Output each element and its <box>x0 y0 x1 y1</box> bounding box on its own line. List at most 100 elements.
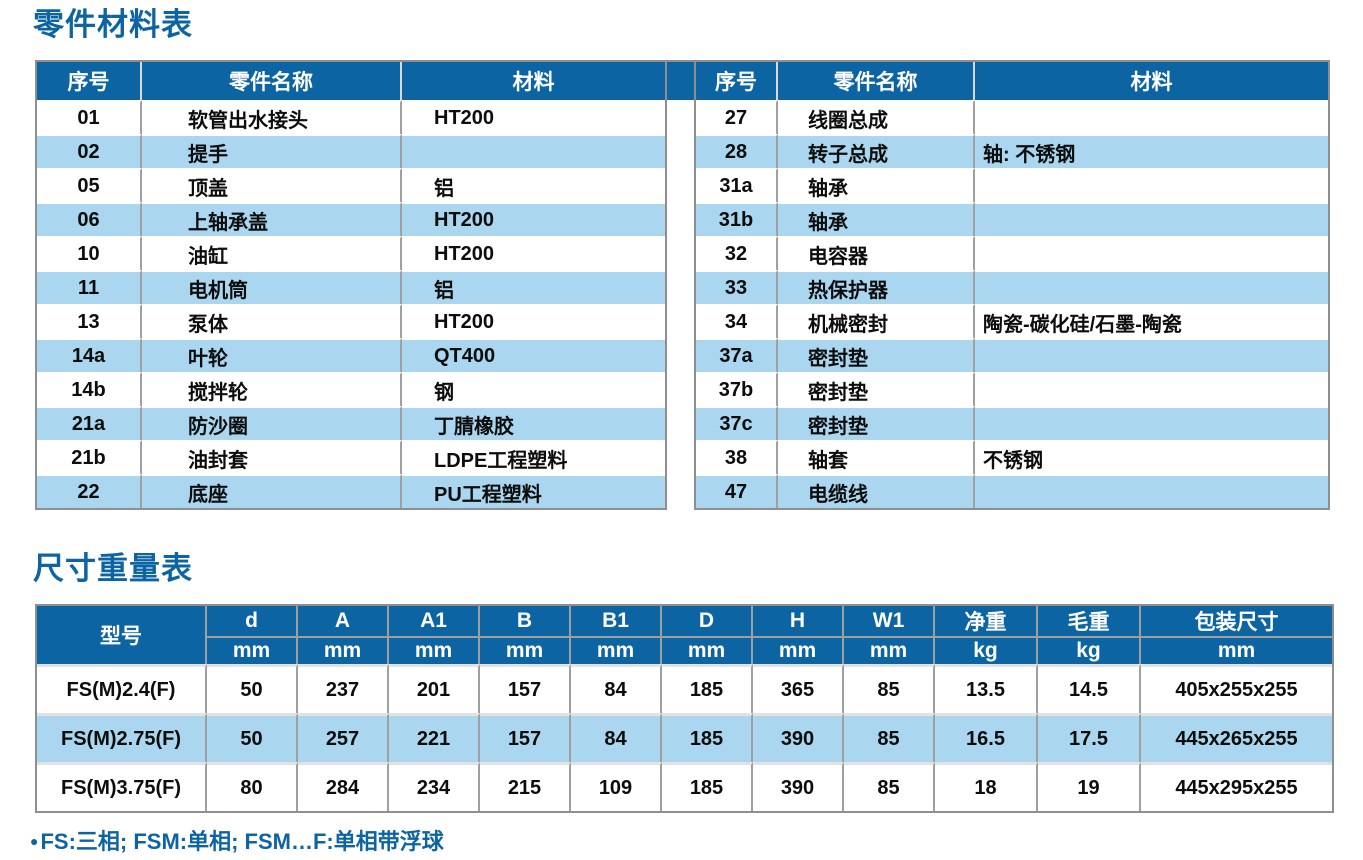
model-cell: FS(M)2.4(F) <box>37 664 207 713</box>
part-no-cell: 10 <box>37 236 142 270</box>
part-material-cell <box>975 474 1328 508</box>
value-cell: 50 <box>207 713 298 762</box>
part-name-cell: 电容器 <box>778 236 975 270</box>
parts-tables: 序号 零件名称 材料 01 软管出水接头 HT200 02 提手 <box>35 60 1330 510</box>
parts-table-right: 序号 零件名称 材料 27 线圈总成 28 转子总成 <box>694 60 1330 510</box>
part-material-cell <box>975 168 1328 202</box>
part-no-cell: 13 <box>37 304 142 338</box>
value-cell: 157 <box>480 664 571 713</box>
value-cell: 13.5 <box>935 664 1038 713</box>
value-cell: 50 <box>207 664 298 713</box>
table-row: 06 上轴承盖 HT200 <box>37 202 665 236</box>
value-cell: 157 <box>480 713 571 762</box>
dim-col-header: d <box>207 606 298 636</box>
value-cell: 17.5 <box>1038 713 1141 762</box>
part-material-cell: QT400 <box>402 338 665 372</box>
value-cell: 19 <box>1038 762 1141 811</box>
value-cell: 85 <box>844 664 935 713</box>
part-no-cell: 37a <box>696 338 778 372</box>
part-name-cell: 电机筒 <box>142 270 402 304</box>
part-name-cell: 泵体 <box>142 304 402 338</box>
part-no-cell: 47 <box>696 474 778 508</box>
dim-unit-header: mm <box>844 636 935 664</box>
value-cell: 185 <box>662 664 753 713</box>
value-cell: 284 <box>298 762 389 811</box>
col-header-material: 材料 <box>975 62 1328 100</box>
value-cell: 14.5 <box>1038 664 1141 713</box>
part-material-cell: PU工程塑料 <box>402 474 665 508</box>
part-name-cell: 密封垫 <box>778 372 975 406</box>
part-name-cell: 底座 <box>142 474 402 508</box>
value-cell: 84 <box>571 664 662 713</box>
dim-unit-header: mm <box>298 636 389 664</box>
part-name-cell: 叶轮 <box>142 338 402 372</box>
part-no-cell: 32 <box>696 236 778 270</box>
value-cell: 109 <box>571 762 662 811</box>
value-cell: 405x255x255 <box>1141 664 1332 713</box>
part-no-cell: 38 <box>696 440 778 474</box>
model-column-header: 型号 <box>37 606 207 664</box>
col-header-name: 零件名称 <box>778 62 975 100</box>
part-material-cell: 钢 <box>402 372 665 406</box>
part-no-cell: 06 <box>37 202 142 236</box>
value-cell: 185 <box>662 713 753 762</box>
dim-col-header: W1 <box>844 606 935 636</box>
part-name-cell: 防沙圈 <box>142 406 402 440</box>
table-row: 02 提手 <box>37 134 665 168</box>
part-name-cell: 密封垫 <box>778 406 975 440</box>
dim-unit-header: mm <box>1141 636 1332 664</box>
table-row: 33 热保护器 <box>696 270 1328 304</box>
dims-header-row: 型号 d A A1 B B1 D H W1 净重 毛重 包装尺寸 <box>37 606 1332 664</box>
part-name-cell: 提手 <box>142 134 402 168</box>
part-no-cell: 14a <box>37 338 142 372</box>
value-cell: 221 <box>389 713 480 762</box>
part-material-cell <box>402 134 665 168</box>
value-cell: 84 <box>571 713 662 762</box>
part-no-cell: 34 <box>696 304 778 338</box>
part-material-cell <box>975 270 1328 304</box>
table-row: 14b 搅拌轮 钢 <box>37 372 665 406</box>
value-cell: 234 <box>389 762 480 811</box>
table-row: 37a 密封垫 <box>696 338 1328 372</box>
dim-col-header: 净重 <box>935 606 1038 636</box>
table-row: 38 轴套 不锈钢 <box>696 440 1328 474</box>
table-spacer <box>667 60 694 510</box>
table-row: 37b 密封垫 <box>696 372 1328 406</box>
dim-col-header: A <box>298 606 389 636</box>
col-header-material: 材料 <box>402 62 665 100</box>
part-name-cell: 密封垫 <box>778 338 975 372</box>
value-cell: 445x265x255 <box>1141 713 1332 762</box>
value-cell: 85 <box>844 762 935 811</box>
model-cell: FS(M)3.75(F) <box>37 762 207 811</box>
part-name-cell: 油封套 <box>142 440 402 474</box>
model-cell: FS(M)2.75(F) <box>37 713 207 762</box>
part-no-cell: 22 <box>37 474 142 508</box>
value-cell: 257 <box>298 713 389 762</box>
dim-unit-header: mm <box>207 636 298 664</box>
part-material-cell: 丁腈橡胶 <box>402 406 665 440</box>
part-name-cell: 线圈总成 <box>778 100 975 134</box>
value-cell: 18 <box>935 762 1038 811</box>
dim-unit-header: mm <box>480 636 571 664</box>
part-material-cell: HT200 <box>402 100 665 134</box>
table-row: 21b 油封套 LDPE工程塑料 <box>37 440 665 474</box>
part-material-cell <box>975 372 1328 406</box>
part-no-cell: 37c <box>696 406 778 440</box>
table-row: 28 转子总成 轴: 不锈钢 <box>696 134 1328 168</box>
part-name-cell: 转子总成 <box>778 134 975 168</box>
part-material-cell: 铝 <box>402 270 665 304</box>
dim-col-header: D <box>662 606 753 636</box>
part-no-cell: 01 <box>37 100 142 134</box>
table-row: 01 软管出水接头 HT200 <box>37 100 665 134</box>
part-name-cell: 轴套 <box>778 440 975 474</box>
part-no-cell: 21a <box>37 406 142 440</box>
table-row: FS(M)2.75(F) 50 257 221 157 84 185 390 8… <box>37 713 1332 762</box>
col-header-no: 序号 <box>696 62 778 100</box>
part-no-cell: 31a <box>696 168 778 202</box>
value-cell: 237 <box>298 664 389 713</box>
part-no-cell: 28 <box>696 134 778 168</box>
part-material-cell: HT200 <box>402 304 665 338</box>
spacer-header <box>667 60 694 100</box>
part-name-cell: 上轴承盖 <box>142 202 402 236</box>
part-material-cell <box>975 100 1328 134</box>
